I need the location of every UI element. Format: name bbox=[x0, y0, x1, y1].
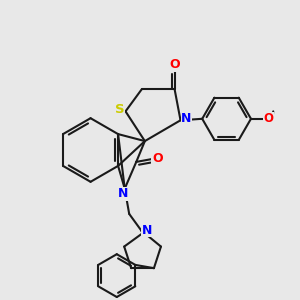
Text: O: O bbox=[152, 152, 163, 165]
Text: O: O bbox=[264, 112, 274, 125]
Text: N: N bbox=[181, 112, 192, 125]
Text: O: O bbox=[169, 58, 180, 71]
Text: N: N bbox=[142, 224, 152, 237]
Text: N: N bbox=[118, 188, 128, 200]
Text: S: S bbox=[115, 103, 124, 116]
